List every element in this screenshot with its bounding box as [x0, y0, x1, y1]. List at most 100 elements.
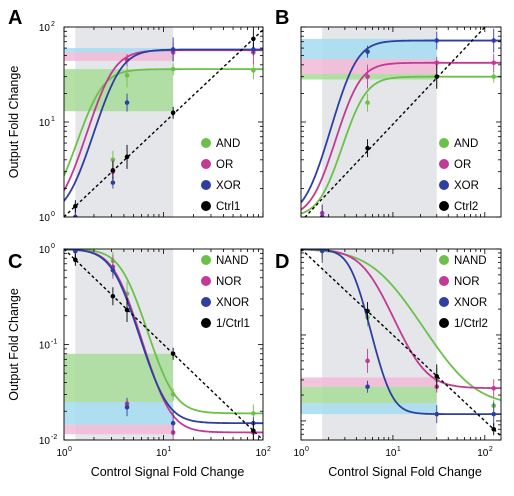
data-point-xnor — [365, 384, 370, 390]
axis-ticks — [63, 248, 264, 441]
panel-letter: D — [275, 251, 289, 273]
band-xnor — [301, 403, 437, 415]
plot-area — [64, 27, 263, 217]
x-tick-label: 10 — [385, 448, 397, 459]
x-tick-exponent: 2 — [267, 446, 271, 453]
y-tick-label: 10 — [39, 436, 51, 447]
y-tick-label: 10 — [39, 118, 51, 129]
legend-label: OR — [216, 159, 233, 171]
band-and — [64, 69, 174, 112]
data-point-xnor — [434, 411, 440, 417]
data-point-xnor — [170, 420, 176, 426]
data-point-1ctrl2 — [434, 374, 440, 379]
series-line-xor — [64, 48, 263, 202]
data-point-ctrl1 — [110, 168, 116, 173]
data-point-or — [434, 60, 440, 66]
legend-marker — [439, 318, 449, 328]
panel-letter: B — [275, 7, 289, 29]
data-point-ctrl2 — [434, 74, 440, 79]
data-point-xor — [491, 38, 497, 43]
data-point-xnor — [319, 249, 325, 254]
legend-label: OR — [454, 159, 471, 171]
band-nor — [64, 424, 174, 435]
data-point-1ctrl1 — [170, 351, 176, 357]
legend-marker — [201, 276, 211, 286]
x-tick-label: 10 — [56, 448, 68, 459]
series-line-xnor — [301, 249, 501, 416]
data-point-nor — [491, 385, 497, 391]
band-xor — [64, 48, 174, 53]
legend-label: 1/Ctrl1 — [216, 318, 250, 330]
data-point-ctrl1 — [124, 154, 130, 160]
legend: NAND NOR XNOR 1/Ctrl2 — [439, 255, 488, 330]
data-point-1ctrl2 — [365, 308, 370, 314]
band-or — [64, 52, 174, 61]
legend-marker — [439, 180, 449, 190]
band-nor — [301, 377, 437, 387]
legend-label: Ctrl1 — [216, 201, 240, 213]
series-line-nand — [64, 249, 263, 415]
panel-letter: A — [8, 7, 22, 29]
series-line-xnor — [64, 249, 263, 425]
data-point-ctrl2 — [299, 219, 304, 224]
series-line-or — [301, 61, 501, 211]
y-tick-exponent: -2 — [51, 434, 57, 441]
legend-marker — [201, 138, 211, 148]
y-tick-label: 10 — [39, 213, 51, 224]
x-tick-label: 10 — [156, 448, 168, 459]
x-tick-exponent: 1 — [397, 446, 401, 453]
data-point-xnor — [110, 267, 116, 273]
legend-label: Ctrl2 — [454, 201, 478, 213]
y-tick-exponent: 2 — [51, 21, 55, 28]
series-line-ctrl2 — [304, 27, 486, 217]
legend-marker — [201, 255, 211, 265]
data-point-1ctrl1 — [73, 257, 78, 263]
y-tick-label: 10 — [39, 245, 51, 256]
data-point-xor — [319, 214, 325, 217]
x-tick-label: 10 — [255, 448, 267, 459]
data-point-xor — [73, 214, 78, 217]
legend-label: XNOR — [454, 297, 487, 309]
data-point-xor — [251, 47, 256, 52]
legend-marker — [439, 297, 449, 307]
series-line-and — [301, 75, 501, 215]
data-point-ctrl1 — [170, 110, 176, 116]
panel-b: AND OR XOR Ctrl2 B — [275, 7, 502, 224]
plot-area — [301, 249, 501, 440]
data-point-xor — [110, 180, 116, 185]
panel-letter: C — [8, 251, 22, 273]
data-point-1ctrl1 — [110, 293, 116, 299]
legend: AND OR XOR Ctrl2 — [439, 138, 479, 213]
legend-label: XOR — [454, 180, 479, 192]
band-xor — [301, 38, 437, 60]
x-axis-title: Control Signal Fold Change — [91, 465, 245, 479]
band-nand — [64, 353, 174, 402]
series-line-xor — [301, 39, 501, 204]
legend-marker — [201, 159, 211, 169]
axes-frame — [300, 248, 502, 441]
legend-label: AND — [216, 138, 240, 150]
data-point-1ctrl1 — [124, 307, 130, 313]
series-line-1ctrl2 — [301, 249, 501, 437]
legend-label: NOR — [216, 276, 242, 288]
band-xnor — [64, 401, 174, 425]
data-point-xor — [434, 38, 440, 43]
legend: AND OR XOR Ctrl1 — [201, 138, 241, 213]
data-point-ctrl2 — [491, 15, 496, 20]
plot-area — [299, 15, 501, 224]
data-point-xnor — [491, 411, 497, 417]
legend-label: NAND — [216, 255, 249, 267]
y-tick-exponent: 1 — [51, 116, 55, 123]
legend-marker — [439, 255, 449, 265]
legend-marker — [439, 201, 449, 211]
y-axis-title: Output Fold Change — [7, 66, 21, 179]
data-point-and — [365, 100, 370, 105]
y-tick-exponent: -1 — [51, 339, 57, 346]
data-point-and — [170, 66, 176, 72]
data-point-ctrl1 — [73, 203, 78, 209]
y-axis-title: Output Fold Change — [7, 288, 21, 401]
data-point-1ctrl2 — [491, 426, 497, 432]
series-line-1ctrl1 — [64, 249, 263, 440]
legend-marker — [201, 180, 211, 190]
